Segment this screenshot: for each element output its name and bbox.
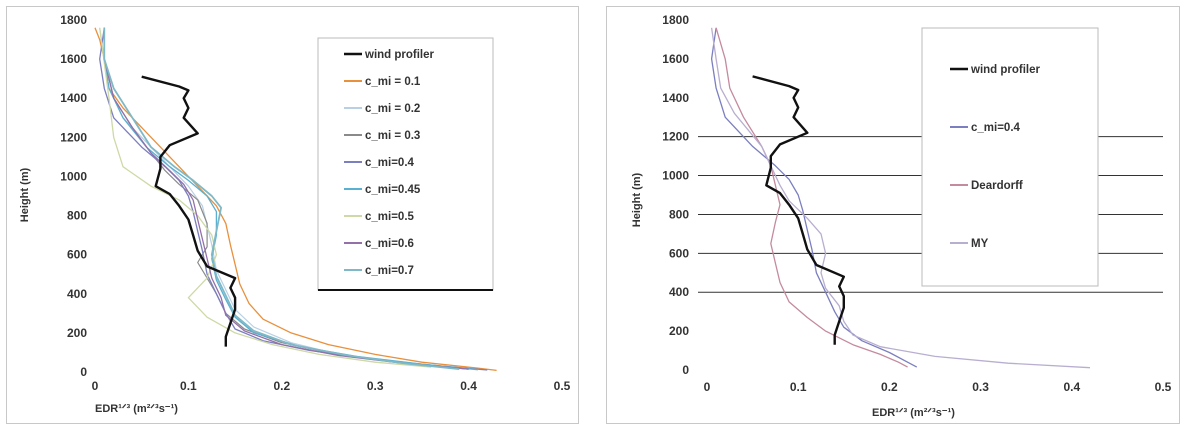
plot-area-left [94,27,497,372]
x-axis-label-left: EDR¹ᐟ³ (m²ᐟ³s⁻¹) [95,403,178,415]
chart-right-svg: wind profiler c_mi=0.4 Deardorff MY EDR¹ᐟ³ … [631,13,1172,419]
x-tick-label: 0.1 [790,380,807,394]
y-tick-label: 1400 [662,91,689,105]
y-tick-label: 200 [67,326,87,340]
chart-left-svg: wind profiler c_mi = 0.1 c_mi = 0.2 c_mi = … [19,13,571,415]
x-axis-label-right: EDR¹ᐟ³ (m²ᐟ³s⁻¹) [872,407,955,419]
legend-entry: c_mi=0.4 [971,122,1021,134]
legend-entry: MY [971,238,989,250]
y-tick-label: 400 [67,287,87,301]
legend-box [317,37,494,291]
x-tick-label: 0 [704,380,711,394]
y-tick-label: 600 [669,246,689,260]
x-tick-label: 0.3 [972,380,989,394]
chart-panel-left: wind profiler c_mi = 0.1 c_mi = 0.2 c_mi = … [0,0,585,430]
y-tick-label: 200 [669,324,689,338]
y-tick-label: 1200 [60,130,87,144]
plot-area-right [710,27,1091,369]
series-line-deardorff [715,27,908,368]
x-tick-label: 0.5 [554,379,571,393]
legend-entry: c_mi=0.45 [365,184,421,196]
legend-entry: c_mi = 0.3 [365,130,420,142]
y-tick-label: 600 [67,248,87,262]
x-tick-label: 0.1 [180,379,197,393]
legend-entry: c_mi=0.4 [365,157,415,169]
series-line-c-mi-0-4 [710,27,918,368]
legend-entry: c_mi = 0.2 [365,103,420,115]
y-tick-label: 1200 [662,130,689,144]
y-axis-label-right: Height (m) [631,172,643,227]
y-tick-label: 1600 [662,52,689,66]
series-line-my [710,27,1091,369]
legend-entry: c_mi = 0.1 [365,76,421,88]
legend-left: wind profiler c_mi = 0.1 c_mi = 0.2 c_mi = … [317,37,494,291]
x-tick-label: 0.5 [1155,380,1172,394]
series-line-c-mi-0-7 [103,27,460,370]
y-tick-label: 800 [669,207,689,221]
y-tick-label: 1800 [662,13,689,27]
legend-entry: c_mi=0.6 [365,238,414,250]
x-tick-label: 0.3 [367,379,384,393]
legend-entry: wind profiler [970,64,1041,76]
y-tick-label: 1800 [60,13,87,27]
y-tick-label: 0 [80,365,87,379]
y-tick-label: 0 [682,363,689,377]
legend-entry: wind profiler [364,49,435,61]
series-line-c-mi-0-6 [103,27,469,370]
series-line-c-mi-0-1 [94,27,497,372]
x-tick-label: 0.2 [273,379,290,393]
y-tick-label: 400 [669,285,689,299]
legend-entry: c_mi=0.7 [365,265,414,277]
y-tick-label: 800 [67,209,87,223]
x-tick-label: 0.4 [460,379,477,393]
chart-panel-right: wind profiler c_mi=0.4 Deardorff MY EDR¹ᐟ³ … [600,0,1186,430]
series-line-wind-profiler [752,75,845,345]
x-tick-label: 0.4 [1063,380,1080,394]
legend-entry: Deardorff [971,180,1023,192]
legend-entry: c_mi=0.5 [365,211,415,223]
x-tick-label: 0 [92,379,99,393]
x-tick-label: 0.2 [881,380,898,394]
legend-right: wind profiler c_mi=0.4 Deardorff MY [921,27,1099,287]
y-tick-label: 1600 [60,52,87,66]
y-tick-label: 1000 [662,169,689,183]
y-axis-label-left: Height (m) [19,167,31,222]
y-tick-label: 1000 [60,169,87,183]
y-tick-label: 1400 [60,91,87,105]
series-line-wind-profiler [141,75,237,347]
